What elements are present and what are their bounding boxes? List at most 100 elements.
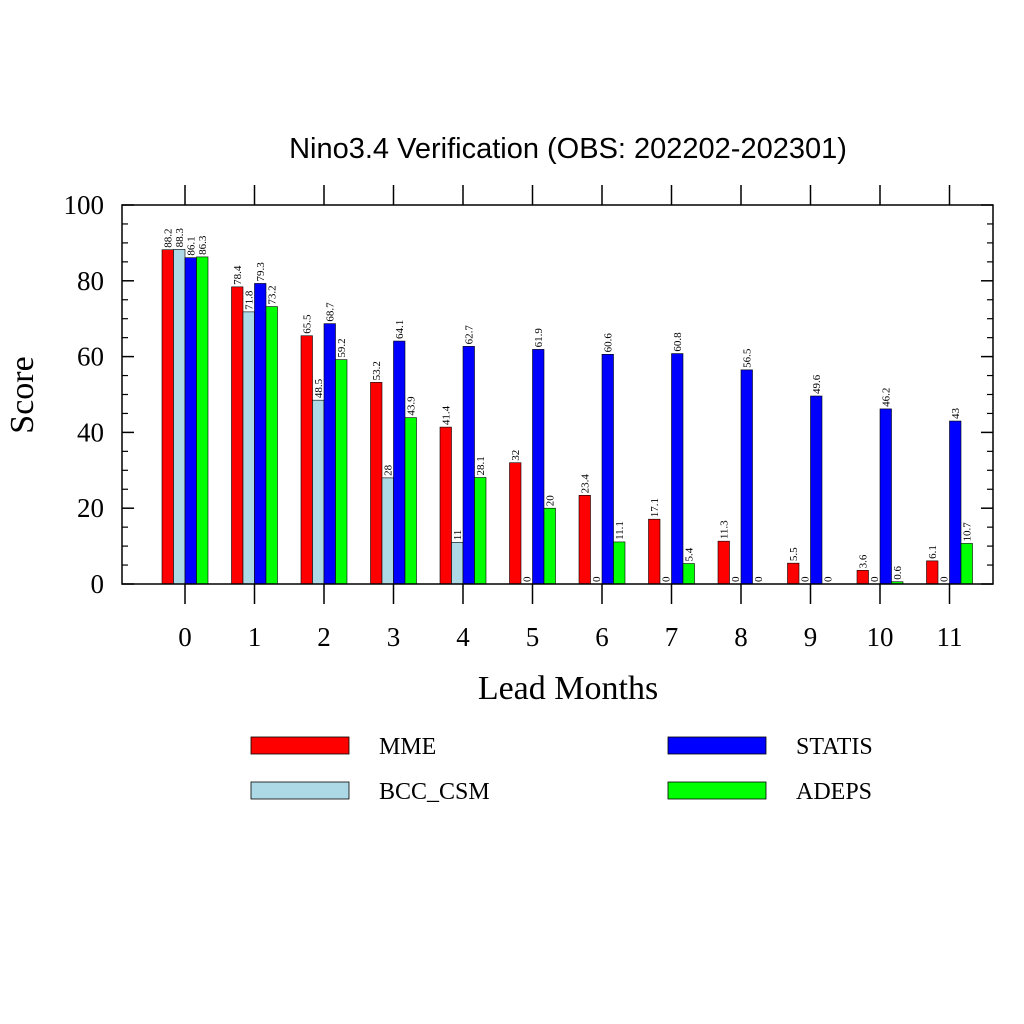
bar-bcc-csm <box>173 249 186 585</box>
bar-mme <box>509 462 522 585</box>
x-tick-label: 4 <box>456 622 470 652</box>
x-tick-label: 9 <box>804 622 818 652</box>
bar-adeps <box>960 543 973 585</box>
x-tick-label: 3 <box>387 622 401 652</box>
data-label: 28.1 <box>475 456 487 475</box>
bar-adeps <box>265 306 278 585</box>
data-label: 0 <box>938 576 950 582</box>
bar-adeps <box>404 417 417 585</box>
x-tick-label: 11 <box>937 622 963 652</box>
data-label: 11 <box>452 530 464 541</box>
y-axis-title: Score <box>4 356 41 433</box>
data-label: 10.7 <box>961 522 973 542</box>
bar-mme <box>439 426 452 585</box>
data-label: 71.8 <box>243 290 255 310</box>
x-tick-label: 8 <box>734 622 748 652</box>
bar-statis <box>532 349 545 585</box>
data-label: 23.4 <box>579 474 591 494</box>
x-tick-label: 5 <box>526 622 540 652</box>
data-label: 0 <box>822 576 834 582</box>
bar-mme <box>231 286 244 585</box>
data-label: 17.1 <box>649 498 661 517</box>
data-label: 43 <box>950 408 962 420</box>
data-label: 0 <box>753 576 765 582</box>
bar-mme <box>648 518 661 585</box>
data-label: 65.5 <box>301 314 313 334</box>
bar-adeps <box>196 256 209 585</box>
data-label: 62.7 <box>463 325 475 345</box>
data-label: 78.4 <box>232 265 244 285</box>
bar-bcc-csm <box>451 542 464 585</box>
data-label: 0 <box>730 576 742 582</box>
bars <box>161 249 973 585</box>
bar-statis <box>949 420 962 585</box>
data-label: 28 <box>382 464 394 476</box>
data-label: 41.4 <box>440 405 452 425</box>
data-label: 43.9 <box>405 396 417 416</box>
bar-bcc-csm <box>242 311 255 585</box>
bar-adeps <box>543 507 556 585</box>
legend-swatch <box>250 736 350 755</box>
data-label: 86.1 <box>185 236 197 255</box>
data-labels: 88.2 78.4 65.5 53.2 41.4 32 23.4 17.1 11.3 5.5 3.6… <box>162 228 973 582</box>
data-label: 0 <box>869 576 881 582</box>
bar-mme <box>578 495 591 585</box>
bar-statis <box>810 395 823 585</box>
data-label: 11.3 <box>718 520 730 539</box>
tick-labels: 0 20 40 60 80 100 0 1 2 3 4 5 6 7 8 9 10 11 <box>64 190 963 652</box>
x-tick-label: 1 <box>248 622 262 652</box>
data-label: 86.3 <box>197 235 209 255</box>
data-label: 46.2 <box>880 388 892 407</box>
bar-mme <box>856 570 869 585</box>
bar-mme <box>370 382 383 585</box>
plot-frame <box>121 204 994 585</box>
x-tick-label: 0 <box>178 622 192 652</box>
y-tick-label: 60 <box>77 342 104 372</box>
data-label: 32 <box>510 450 522 461</box>
bar-mme <box>926 560 939 585</box>
legend-swatch <box>667 781 767 800</box>
bar-mme <box>717 540 730 585</box>
data-label: 5.4 <box>683 547 695 561</box>
data-label: 88.3 <box>174 228 186 248</box>
y-tick-label: 40 <box>77 417 104 447</box>
bar-adeps <box>335 359 348 585</box>
bar-adeps <box>474 477 487 585</box>
data-label: 68.7 <box>324 302 336 322</box>
bar-bcc-csm <box>312 399 325 585</box>
data-label: 5.5 <box>788 547 800 561</box>
data-label: 88.2 <box>162 228 174 247</box>
data-label: 61.9 <box>533 328 545 348</box>
data-label: 64.1 <box>394 320 406 339</box>
legend-label: ADEPS <box>796 779 872 805</box>
legend-swatch <box>667 736 767 755</box>
legend: MME STATIS BCC_CSM ADEPS <box>250 734 873 805</box>
y-tick-label: 0 <box>91 569 105 599</box>
bar-statis <box>254 283 267 585</box>
data-label: 0.6 <box>892 565 904 579</box>
bar-statis <box>671 353 684 585</box>
x-axis-title: Lead Months <box>478 670 658 707</box>
data-label: 53.2 <box>371 361 383 380</box>
legend-swatch <box>250 781 350 800</box>
data-label: 0 <box>660 576 672 582</box>
data-label: 60.6 <box>602 333 614 353</box>
x-tick-label: 10 <box>867 622 894 652</box>
bar-statis <box>462 346 475 585</box>
bar-adeps <box>682 563 695 585</box>
data-label: 0 <box>521 576 533 582</box>
legend-label: STATIS <box>796 734 873 760</box>
bar-mme <box>300 335 313 585</box>
y-tick-label: 100 <box>64 190 105 220</box>
data-label: 49.6 <box>811 374 823 394</box>
bar-mme <box>161 249 174 585</box>
chart-title: Nino3.4 Verification (OBS: 202202-202301… <box>289 133 847 165</box>
bar-mme <box>787 562 800 585</box>
data-label: 56.5 <box>741 348 753 368</box>
legend-label: MME <box>379 734 436 760</box>
y-tick-label: 20 <box>77 493 104 523</box>
data-label: 48.5 <box>313 378 325 398</box>
data-label: 59.2 <box>336 338 348 357</box>
bar-adeps <box>613 541 626 585</box>
